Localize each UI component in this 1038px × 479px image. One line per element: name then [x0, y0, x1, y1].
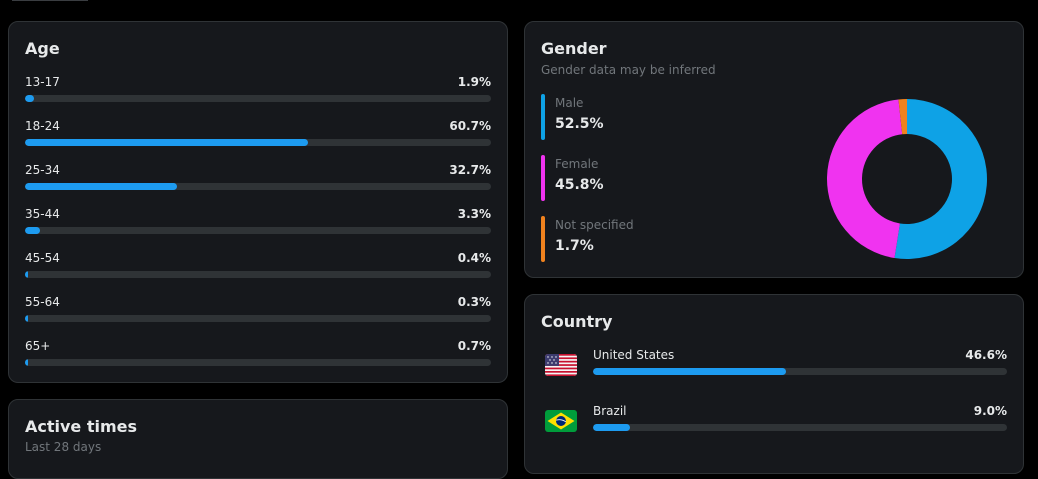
active-times-subtitle: Last 28 days [25, 440, 102, 454]
age-row-35-44: 35-44 3.3% [25, 207, 491, 241]
age-bar-fill [25, 95, 34, 102]
age-row-13-17: 13-17 1.9% [25, 75, 491, 109]
age-card: Age 13-17 1.9% 18-24 60.7% 25-34 32.7% 3… [8, 21, 508, 383]
active-times-title: Active times [25, 417, 138, 436]
gender-title: Gender [541, 39, 607, 58]
age-label: 35-44 [25, 207, 60, 221]
age-bar-track [25, 183, 491, 190]
gender-item-male: Male 52.5% [541, 94, 741, 142]
age-bar-fill [25, 227, 41, 234]
age-row-45-54: 45-54 0.4% [25, 251, 491, 285]
age-bar-track [25, 359, 491, 366]
age-value: 0.3% [457, 295, 491, 309]
gender-value: 52.5% [555, 116, 604, 132]
gender-value: 45.8% [555, 177, 604, 193]
age-value: 1.9% [457, 75, 491, 89]
country-row-brazil: Brazil 9.0% [541, 404, 1007, 444]
gender-value: 1.7% [555, 238, 594, 254]
age-bar-fill [25, 359, 29, 366]
age-bar-track [25, 271, 491, 278]
country-bar-track [593, 424, 1007, 431]
age-bar-track [25, 315, 491, 322]
gender-item-not-specified: Not specified 1.7% [541, 216, 741, 264]
age-value: 60.7% [449, 119, 491, 133]
age-label: 55-64 [25, 295, 60, 309]
gender-subtitle: Gender data may be inferred [541, 63, 716, 77]
gender-card: Gender Gender data may be inferred Male … [524, 21, 1024, 278]
age-row-65-plus: 65+ 0.7% [25, 339, 491, 373]
country-value: 46.6% [965, 348, 1007, 362]
age-bar-track [25, 139, 491, 146]
age-bar-track [25, 227, 491, 234]
age-row-55-64: 55-64 0.3% [25, 295, 491, 329]
age-label: 65+ [25, 339, 51, 353]
gender-label: Male [555, 96, 584, 110]
donut-slice-male [894, 99, 987, 259]
age-title: Age [25, 39, 60, 58]
age-row-25-34: 25-34 32.7% [25, 163, 491, 197]
female-color-stripe [541, 155, 545, 201]
gender-label: Female [555, 157, 599, 171]
country-name: United States [593, 348, 675, 362]
age-bar-fill [25, 183, 178, 190]
country-bar-fill [593, 368, 786, 375]
country-row-united-states: United States 46.6% [541, 348, 1007, 388]
age-value: 0.7% [457, 339, 491, 353]
donut-slice-female [827, 99, 903, 259]
age-bar-track [25, 95, 491, 102]
age-row-18-24: 18-24 60.7% [25, 119, 491, 153]
gender-donut-chart [827, 99, 987, 259]
gender-label: Not specified [555, 218, 634, 232]
country-name: Brazil [593, 404, 627, 418]
age-label: 45-54 [25, 251, 60, 265]
gender-item-female: Female 45.8% [541, 155, 741, 203]
age-value: 3.3% [457, 207, 491, 221]
country-bar-fill [593, 424, 631, 431]
top-divider [12, 0, 88, 1]
age-value: 0.4% [457, 251, 491, 265]
not-specified-color-stripe [541, 216, 545, 262]
active-times-card: Active times Last 28 days [8, 399, 508, 479]
age-label: 25-34 [25, 163, 60, 177]
age-value: 32.7% [449, 163, 491, 177]
country-value: 9.0% [973, 404, 1007, 418]
us-flag-icon [545, 354, 577, 376]
country-title: Country [541, 312, 613, 331]
age-label: 18-24 [25, 119, 60, 133]
age-bar-fill [25, 271, 28, 278]
age-bar-fill [25, 139, 308, 146]
brazil-flag-icon [545, 410, 577, 432]
age-label: 13-17 [25, 75, 60, 89]
country-card: Country United States 46.6% [524, 294, 1024, 474]
age-bar-fill [25, 315, 28, 322]
male-color-stripe [541, 94, 545, 140]
donut-slice-not-specified [898, 99, 907, 135]
country-bar-track [593, 368, 1007, 375]
